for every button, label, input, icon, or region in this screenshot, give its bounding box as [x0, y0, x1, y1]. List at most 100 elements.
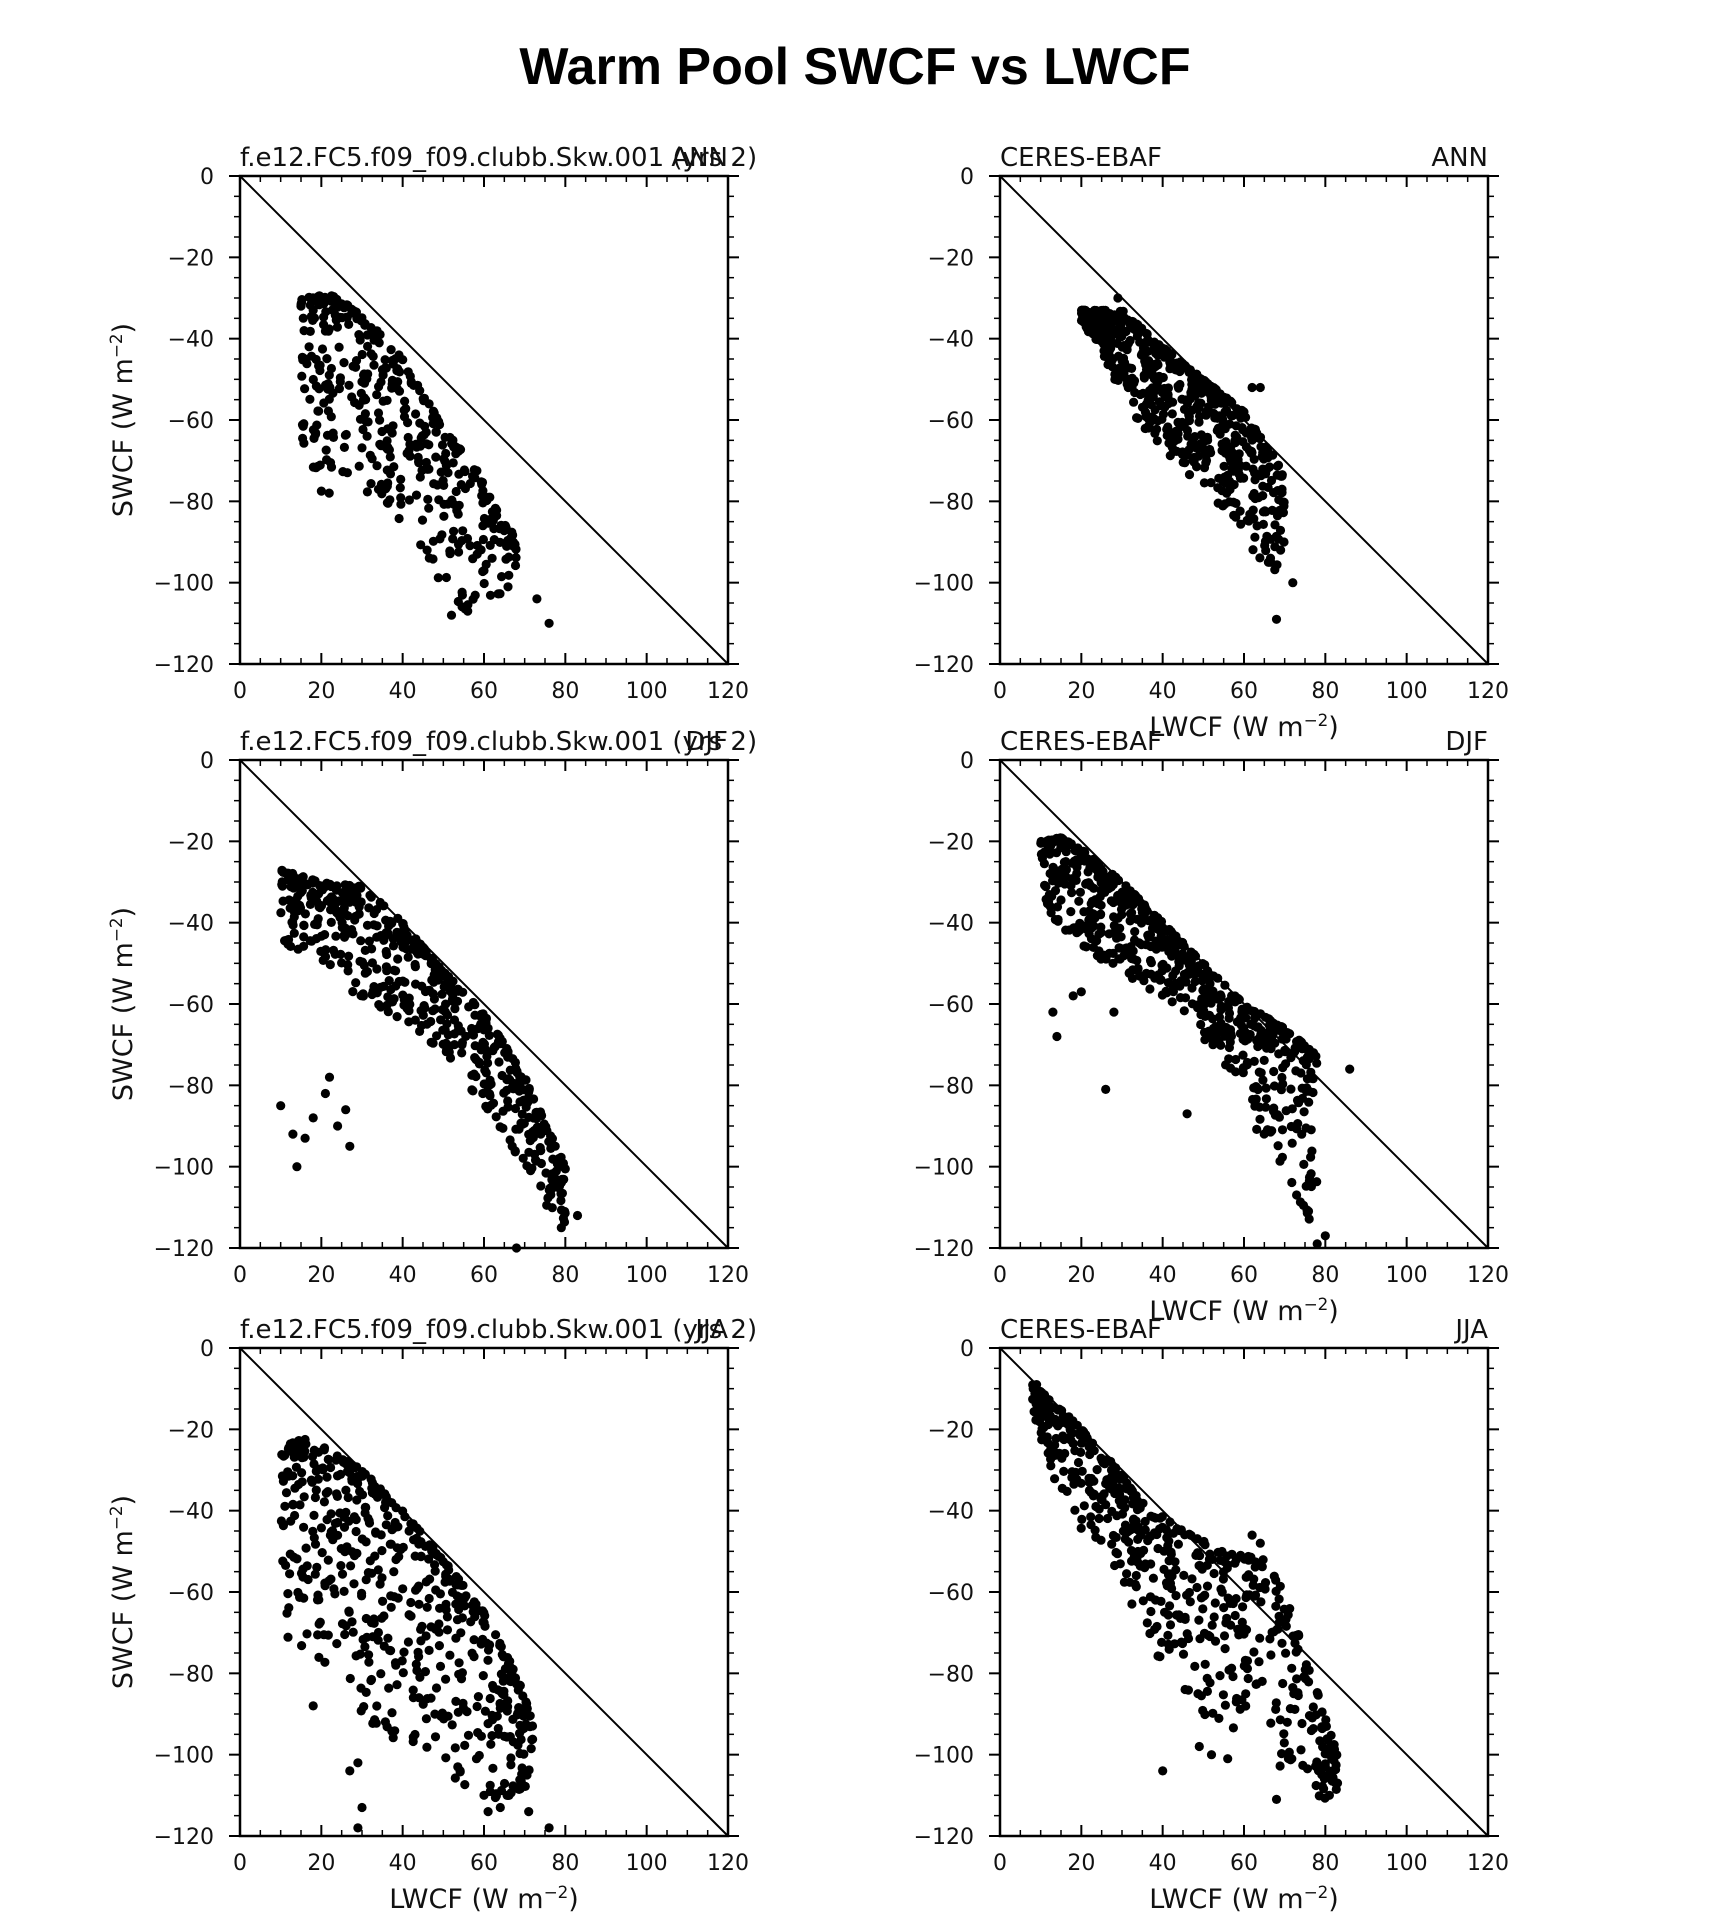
data-point	[1257, 1562, 1267, 1572]
data-point	[1218, 1574, 1228, 1584]
data-point	[1241, 1572, 1251, 1582]
data-point	[431, 1585, 441, 1595]
data-point	[1287, 1663, 1297, 1673]
data-point	[1047, 891, 1057, 901]
data-point	[410, 959, 420, 970]
data-point	[442, 1019, 452, 1029]
data-point	[524, 1087, 534, 1097]
data-point	[1187, 1574, 1197, 1584]
data-point	[1091, 864, 1101, 874]
data-point	[1313, 1690, 1323, 1700]
panel-3: 0 20 40 60 80 100 120 0 −20 −40 −60 −80 −100 −120 f.e1…	[106, 727, 757, 1288]
data-point	[383, 1633, 393, 1643]
data-point	[1076, 987, 1086, 997]
data-point	[1167, 997, 1177, 1007]
data-point	[479, 565, 489, 576]
data-point	[518, 1153, 528, 1163]
data-point	[446, 610, 457, 620]
panel-right-label: ANN	[1431, 143, 1488, 173]
data-point	[422, 1602, 432, 1612]
data-point	[1127, 908, 1137, 918]
data-point	[344, 1516, 354, 1526]
data-point	[308, 1113, 318, 1123]
panel-left-label: CERES-EBAF	[1000, 143, 1162, 173]
data-point	[352, 1548, 362, 1558]
data-point	[416, 1624, 426, 1634]
x-tick-label: 60	[470, 679, 498, 704]
data-point	[1143, 930, 1153, 940]
data-point	[1161, 986, 1171, 996]
data-point	[374, 382, 384, 392]
data-point	[1182, 425, 1193, 436]
data-point	[1204, 1010, 1215, 1021]
data-point	[1266, 475, 1277, 486]
x-tick-label: 80	[1311, 1263, 1339, 1288]
data-point	[428, 1543, 438, 1553]
data-point	[1070, 846, 1080, 856]
data-point	[343, 966, 353, 976]
data-point	[345, 1766, 355, 1776]
data-point	[441, 1605, 451, 1615]
data-point	[536, 1181, 546, 1191]
data-point	[383, 478, 393, 488]
data-point	[284, 873, 294, 883]
x-tick-label: 100	[1386, 679, 1428, 704]
panel-2: 0 20 40 60 80 100 120 0 −20 −40 −60 −80 −100 −120 CERE…	[914, 143, 1509, 743]
data-point	[332, 1491, 342, 1501]
one-to-one-line	[999, 1347, 1489, 1837]
data-point	[1317, 1707, 1327, 1717]
data-point	[1327, 1754, 1337, 1764]
data-point	[337, 313, 347, 323]
x-tick-label: 40	[389, 679, 417, 704]
data-point	[1269, 1103, 1279, 1113]
data-point	[382, 1000, 392, 1010]
x-tick-label: 20	[307, 1263, 335, 1288]
data-point	[524, 1807, 534, 1817]
data-point	[1261, 1083, 1271, 1093]
data-point	[297, 1468, 307, 1478]
data-point	[507, 1141, 517, 1151]
data-point	[1117, 910, 1127, 920]
x-tick-label: 20	[307, 1851, 335, 1876]
data-point	[429, 977, 439, 987]
data-point	[312, 420, 322, 430]
data-point	[1255, 1114, 1265, 1124]
data-point	[324, 1454, 334, 1465]
data-point	[441, 461, 451, 471]
data-point	[1148, 1573, 1158, 1583]
y-tick-label: −60	[928, 1581, 974, 1606]
data-point	[326, 1574, 336, 1584]
data-point	[367, 329, 378, 339]
data-point	[472, 1701, 482, 1712]
data-point	[1225, 1037, 1235, 1047]
data-point	[361, 1537, 371, 1547]
data-point	[369, 908, 379, 919]
data-point	[1157, 1522, 1167, 1532]
data-point	[338, 467, 348, 477]
data-point	[356, 936, 366, 946]
data-point	[317, 344, 328, 354]
x-tick-label: 60	[1230, 1263, 1258, 1288]
data-point	[1123, 1526, 1133, 1537]
data-point	[312, 1595, 323, 1605]
data-point	[281, 1488, 292, 1498]
x-tick-label: 120	[707, 1263, 749, 1288]
data-point	[1248, 1580, 1258, 1590]
data-point	[1171, 1565, 1181, 1575]
data-point	[1079, 846, 1089, 857]
data-point	[1223, 1560, 1233, 1570]
data-point	[325, 382, 335, 393]
data-point	[1224, 996, 1234, 1007]
data-point	[1192, 1582, 1202, 1593]
data-point	[301, 1543, 311, 1553]
data-point	[1290, 1704, 1300, 1714]
data-point	[1235, 473, 1246, 483]
data-point	[451, 1599, 461, 1609]
data-point	[313, 1474, 323, 1484]
data-point	[385, 1645, 395, 1655]
tick-labels: 0 20 40 60 80 100 120 0 −20 −40 −60 −80 −100 −120	[914, 1337, 1509, 1876]
data-point	[469, 1652, 479, 1662]
data-point	[1214, 1026, 1224, 1036]
data-point	[364, 1518, 375, 1528]
